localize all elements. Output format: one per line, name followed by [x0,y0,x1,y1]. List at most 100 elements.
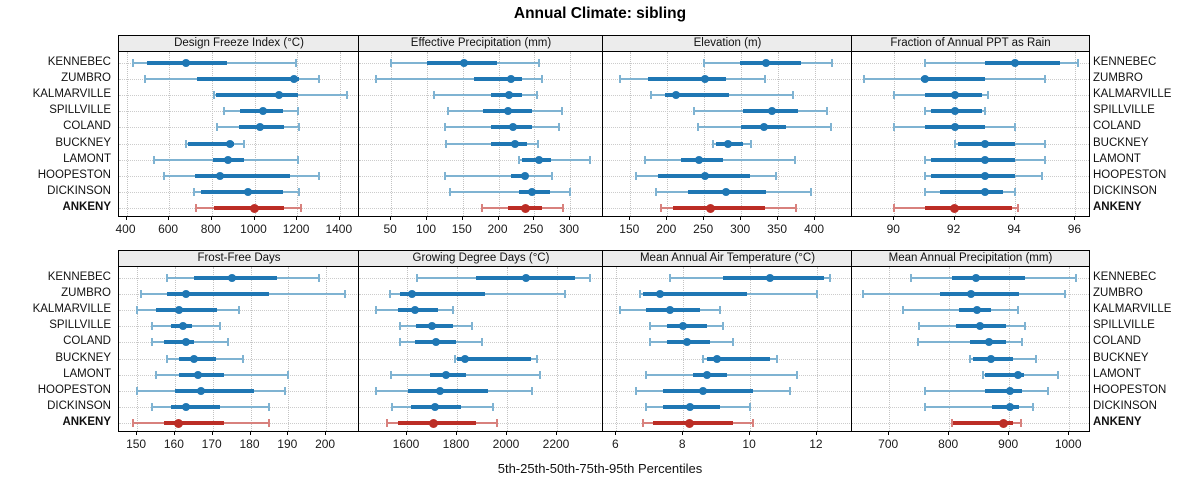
whisker-cap [1044,74,1047,83]
axis-tick-label: 400 [804,222,825,236]
axis-tick [506,431,507,435]
whisker-cap [645,370,648,379]
panel-header: Frost-Free Days [118,250,360,267]
station-label: HOOPESTON [1093,168,1167,181]
whisker-cap [398,322,401,331]
iqr-bar [953,421,1014,426]
whisker-cap [749,403,752,412]
vertical-gridline [667,52,669,216]
axis-tick-label: 800 [200,222,221,236]
median-dot [511,139,519,148]
median-dot [441,370,450,379]
vertical-gridline [750,267,752,431]
whisker-cap [648,338,651,347]
axis-tick [556,431,557,435]
axis-tick-label: 350 [767,222,788,236]
panel-title: Mean Annual Precipitation (mm) [888,252,1053,264]
panel-header: Effective Precipitation (mm) [358,35,604,52]
axis-tick [253,216,255,220]
vertical-gridline [391,52,393,216]
iqr-bar [951,275,1025,280]
whisker-cap [317,171,320,180]
axis-tick [682,431,684,435]
median-dot [408,289,416,298]
axis-tick [1008,431,1010,435]
median-dot [998,418,1008,428]
median-dot [679,322,688,331]
median-dot [655,289,664,298]
iqr-bar [156,307,217,312]
whisker-cap [443,171,446,180]
whisker-cap [447,107,450,116]
whisker-cap [287,370,290,379]
axis-tick-label: 900 [998,437,1019,451]
median-dot [950,107,959,116]
axis-tick [168,216,170,220]
axis-tick [287,431,289,435]
axis-tick-label: 2200 [542,437,570,451]
median-dot [723,139,732,148]
median-dot [699,386,708,395]
station-label: COLAND [1093,120,1141,133]
plot-area [358,51,604,217]
iqr-bar [174,388,255,393]
whisker-cap [638,289,641,298]
iqr-bar [457,356,531,361]
axis-tick [456,431,457,435]
panel-title: Growing Degree Days (°C) [412,252,550,264]
panel-header: Mean Annual Air Temperature (°C) [602,250,853,267]
iqr-bar [930,173,1015,178]
axis-tick-label: 150 [451,222,472,236]
whisker-cap [923,107,926,116]
panel-header: Fraction of Annual PPT as Rain [851,35,1090,52]
whisker-cap [968,354,971,363]
iqr-bar [921,76,985,81]
whisker-cap [185,139,188,148]
whisker-cap [588,273,591,282]
whisker-cap [295,58,298,67]
axis-tick [1068,431,1070,435]
axis-tick-label: 1000 [240,222,267,236]
vertical-gridline [704,52,706,216]
whisker-cap [433,90,436,99]
whisker-cap [389,370,392,379]
median-dot [712,354,721,363]
median-dot [225,139,234,148]
whisker-cap [496,419,498,428]
median-dot [685,403,694,412]
median-dot [975,322,984,331]
whisker-cap [538,370,541,379]
iqr-bar [163,340,194,345]
whisker-cap [950,419,953,428]
axis-tick-label: 2000 [492,437,520,451]
median-dot [1011,58,1019,67]
whisker-cap [923,58,926,67]
median-dot [980,155,989,164]
whisker-cap [831,58,834,67]
axis-tick-label: 1400 [325,222,353,236]
axis-tick-label: 600 [158,222,179,236]
median-dot [535,155,544,164]
plot-area [602,51,853,217]
whisker-cap [791,90,794,99]
median-dot [984,338,993,347]
whisker-cap [732,338,735,347]
iqr-bar [665,92,730,97]
median-dot [762,58,771,67]
whisker-cap [589,155,592,164]
station-label: KALMARVILLE [32,87,111,100]
whisker-cap [492,403,495,412]
whisker-cap [917,338,919,347]
whisker-cap [317,74,320,83]
whisker-cap [1016,305,1019,314]
median-dot [682,338,691,347]
axis-tick [497,216,499,220]
whisker-cap [238,305,241,314]
whisker-cap [143,74,146,83]
axis-tick-label: 50 [383,222,397,236]
axis-tick [390,216,392,220]
whisker-cap [375,74,378,83]
horizontal-gridline [119,342,359,344]
iqr-bar [740,60,801,65]
median-dot [289,74,298,83]
